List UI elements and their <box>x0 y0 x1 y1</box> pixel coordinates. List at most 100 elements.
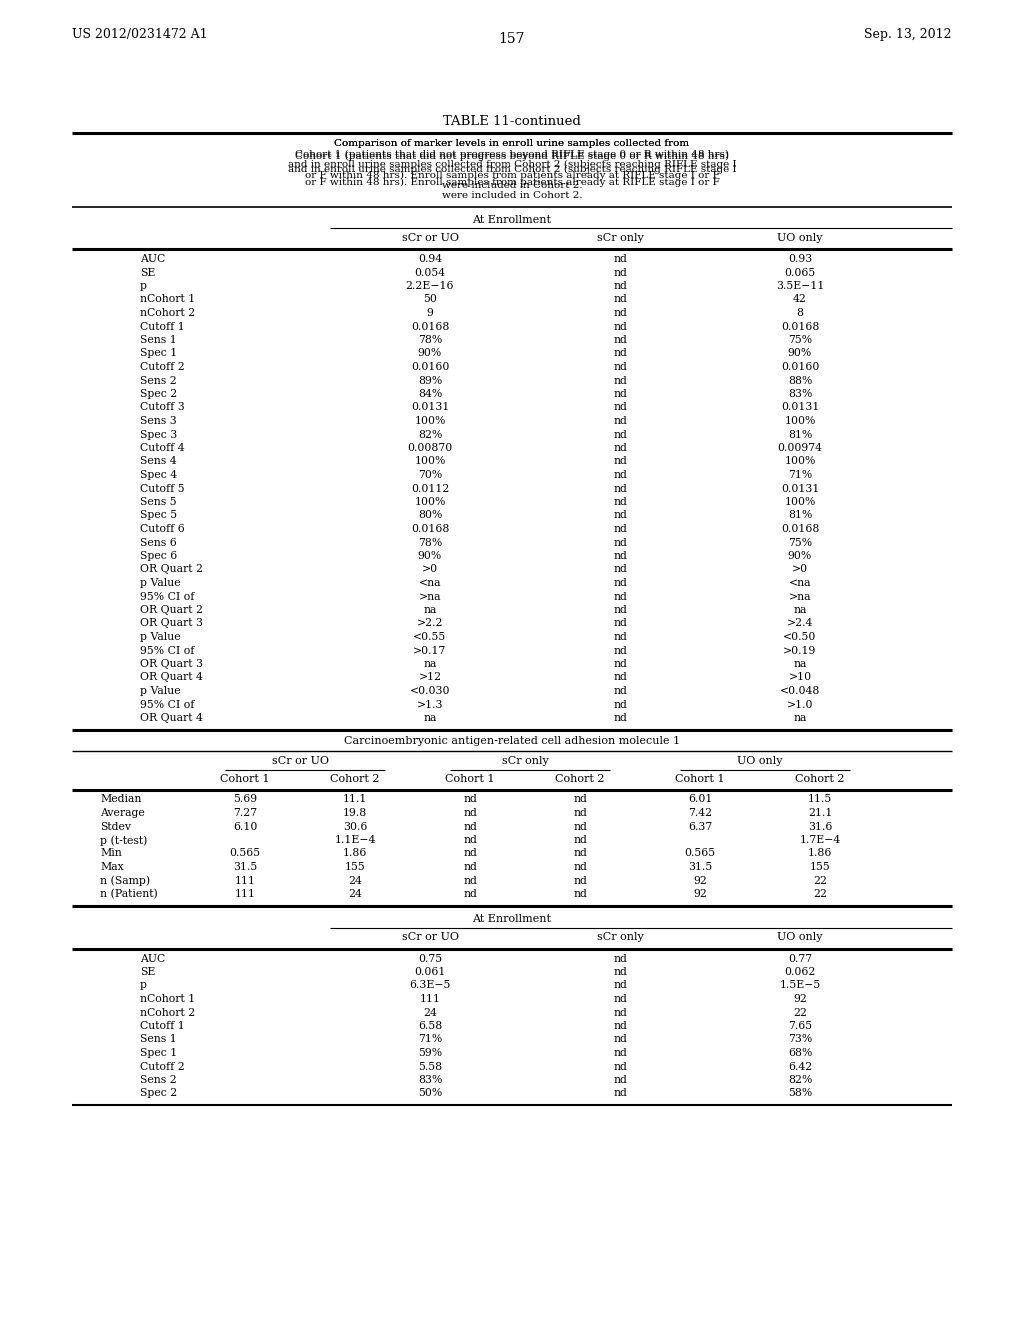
Text: 78%: 78% <box>418 537 442 548</box>
Text: Sens 1: Sens 1 <box>140 335 177 345</box>
Text: 24: 24 <box>423 1007 437 1018</box>
Text: 1.1E−4: 1.1E−4 <box>334 836 376 845</box>
Text: 0.065: 0.065 <box>784 268 816 277</box>
Text: Sens 6: Sens 6 <box>140 537 177 548</box>
Text: Sens 2: Sens 2 <box>140 375 177 385</box>
Text: 83%: 83% <box>787 389 812 399</box>
Text: nd: nd <box>613 403 627 412</box>
Text: p: p <box>140 981 147 990</box>
Text: >10: >10 <box>788 672 812 682</box>
Text: sCr or UO: sCr or UO <box>271 756 329 767</box>
Text: 68%: 68% <box>787 1048 812 1059</box>
Text: nCohort 2: nCohort 2 <box>140 308 196 318</box>
Text: 82%: 82% <box>418 429 442 440</box>
Text: Cutoff 1: Cutoff 1 <box>140 322 184 331</box>
Text: >12: >12 <box>419 672 441 682</box>
Text: <na: <na <box>419 578 441 587</box>
Text: 75%: 75% <box>787 335 812 345</box>
Text: nd: nd <box>463 875 477 886</box>
Text: 78%: 78% <box>418 335 442 345</box>
Text: 111: 111 <box>234 888 256 899</box>
Text: US 2012/0231472 A1: US 2012/0231472 A1 <box>72 28 208 41</box>
Text: 5.58: 5.58 <box>418 1061 442 1072</box>
Text: Sens 4: Sens 4 <box>140 457 176 466</box>
Text: OR Quart 2: OR Quart 2 <box>140 605 203 615</box>
Text: nd: nd <box>613 294 627 305</box>
Text: nd: nd <box>613 713 627 723</box>
Text: nd: nd <box>613 565 627 574</box>
Text: TABLE 11-continued: TABLE 11-continued <box>443 115 581 128</box>
Text: 82%: 82% <box>787 1074 812 1085</box>
Text: >0: >0 <box>792 565 808 574</box>
Text: 7.42: 7.42 <box>688 808 712 818</box>
Text: nd: nd <box>613 429 627 440</box>
Text: nd: nd <box>573 888 587 899</box>
Text: 22: 22 <box>813 888 827 899</box>
Text: nd: nd <box>613 981 627 990</box>
Text: >0: >0 <box>422 565 438 574</box>
Text: nd: nd <box>613 619 627 628</box>
Text: nCohort 1: nCohort 1 <box>140 994 196 1005</box>
Text: nd: nd <box>613 994 627 1005</box>
Text: <0.048: <0.048 <box>780 686 820 696</box>
Text: 6.42: 6.42 <box>787 1061 812 1072</box>
Text: nd: nd <box>613 605 627 615</box>
Text: 50: 50 <box>423 294 437 305</box>
Text: nd: nd <box>613 632 627 642</box>
Text: Cohort 1: Cohort 1 <box>220 775 269 784</box>
Text: 6.3E−5: 6.3E−5 <box>410 981 451 990</box>
Text: 80%: 80% <box>418 511 442 520</box>
Text: Sens 5: Sens 5 <box>140 498 176 507</box>
Text: nd: nd <box>463 862 477 873</box>
Text: nd: nd <box>573 862 587 873</box>
Text: Spec 5: Spec 5 <box>140 511 177 520</box>
Text: n (Samp): n (Samp) <box>100 875 151 886</box>
Text: >1.3: >1.3 <box>417 700 443 710</box>
Text: 31.5: 31.5 <box>688 862 712 873</box>
Text: >2.4: >2.4 <box>786 619 813 628</box>
Text: 0.565: 0.565 <box>229 849 260 858</box>
Text: 6.10: 6.10 <box>232 821 257 832</box>
Text: 70%: 70% <box>418 470 442 480</box>
Text: 71%: 71% <box>418 1035 442 1044</box>
Text: Spec 6: Spec 6 <box>140 550 177 561</box>
Text: Carcinoembryonic antigen-related cell adhesion molecule 1: Carcinoembryonic antigen-related cell ad… <box>344 737 680 747</box>
Text: Cutoff 6: Cutoff 6 <box>140 524 184 535</box>
Text: 100%: 100% <box>415 498 445 507</box>
Text: 111: 111 <box>234 875 256 886</box>
Text: 100%: 100% <box>415 457 445 466</box>
Text: 0.0168: 0.0168 <box>411 524 450 535</box>
Text: 0.0168: 0.0168 <box>781 322 819 331</box>
Text: nd: nd <box>613 591 627 602</box>
Text: nd: nd <box>613 1020 627 1031</box>
Text: sCr or UO: sCr or UO <box>401 932 459 942</box>
Text: Average: Average <box>100 808 144 818</box>
Text: nd: nd <box>613 253 627 264</box>
Text: nd: nd <box>613 375 627 385</box>
Text: 90%: 90% <box>787 550 812 561</box>
Text: 0.054: 0.054 <box>415 268 445 277</box>
Text: 92: 92 <box>693 875 707 886</box>
Text: 30.6: 30.6 <box>343 821 368 832</box>
Text: nd: nd <box>463 821 477 832</box>
Text: na: na <box>794 713 807 723</box>
Text: Spec 1: Spec 1 <box>140 348 177 359</box>
Text: 0.0131: 0.0131 <box>781 483 819 494</box>
Text: 31.5: 31.5 <box>232 862 257 873</box>
Text: 7.65: 7.65 <box>787 1020 812 1031</box>
Text: >na: >na <box>788 591 811 602</box>
Text: sCr only: sCr only <box>597 234 643 243</box>
Text: Sep. 13, 2012: Sep. 13, 2012 <box>864 28 952 41</box>
Text: p Value: p Value <box>140 686 180 696</box>
Text: 155: 155 <box>345 862 366 873</box>
Text: >0.19: >0.19 <box>783 645 817 656</box>
Text: OR Quart 3: OR Quart 3 <box>140 659 203 669</box>
Text: nd: nd <box>613 686 627 696</box>
Text: Comparison of marker levels in enroll urine samples collected from
Cohort 1 (pat: Comparison of marker levels in enroll ur… <box>288 139 736 190</box>
Text: nd: nd <box>613 578 627 587</box>
Text: <0.030: <0.030 <box>410 686 451 696</box>
Text: 0.94: 0.94 <box>418 253 442 264</box>
Text: 92: 92 <box>693 888 707 899</box>
Text: Sens 2: Sens 2 <box>140 1074 177 1085</box>
Text: 21.1: 21.1 <box>808 808 833 818</box>
